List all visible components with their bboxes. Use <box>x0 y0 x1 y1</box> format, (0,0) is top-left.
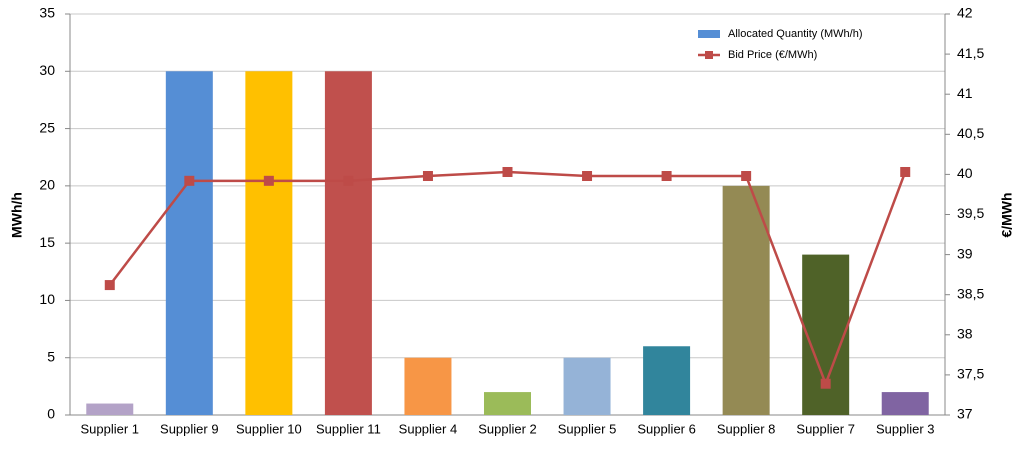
line-marker <box>661 171 672 182</box>
legend-label: Bid Price (€/MWh) <box>728 49 817 61</box>
x-tick-label: Supplier 2 <box>478 421 537 436</box>
legend-swatch <box>698 30 720 38</box>
line-marker <box>343 175 354 186</box>
line <box>108 170 907 388</box>
line-marker <box>741 171 752 182</box>
bar <box>245 71 293 416</box>
bar <box>86 403 134 415</box>
bar <box>165 71 213 416</box>
y-tick-label: 20 <box>39 177 55 193</box>
legend-label: Allocated Quantity (MWh/h) <box>728 28 863 40</box>
y2-tick-label: 37,5 <box>957 366 984 382</box>
x-tick-label: Supplier 7 <box>796 421 855 436</box>
line-marker <box>900 166 911 177</box>
x-tick-label: Supplier 10 <box>236 421 302 436</box>
line-marker <box>263 175 274 186</box>
x-tick-label: Supplier 5 <box>558 421 617 436</box>
line-marker <box>184 175 195 186</box>
y-tick-label: 15 <box>39 234 55 250</box>
bar <box>802 254 850 415</box>
x-tick-label: Supplier 8 <box>717 421 776 436</box>
y2-tick-label: 41 <box>957 85 973 101</box>
line-marker <box>104 280 115 291</box>
y2-tick-label: 39,5 <box>957 205 984 221</box>
x-tick-label: Supplier 3 <box>876 421 935 436</box>
legend-swatch <box>705 51 713 59</box>
x-tick-label: Supplier 11 <box>316 421 381 436</box>
x-tick-label: Supplier 1 <box>80 421 139 436</box>
bar <box>563 357 611 415</box>
bar <box>404 357 452 415</box>
y-tick-label: 0 <box>47 406 55 422</box>
line-marker <box>820 378 831 389</box>
y2-tick-label: 37 <box>957 406 973 422</box>
y2-tick-label: 41,5 <box>957 45 984 61</box>
bar <box>324 71 372 416</box>
y-axis-label: MWh/h <box>9 192 25 238</box>
y-tick-label: 35 <box>39 5 55 21</box>
y2-tick-label: 38,5 <box>957 285 984 301</box>
y-tick-label: 30 <box>39 62 55 78</box>
y-tick-label: 5 <box>47 348 55 364</box>
x-tick-label: Supplier 9 <box>160 421 219 436</box>
y2-tick-label: 40,5 <box>957 125 984 141</box>
y2-tick-label: 42 <box>957 5 973 21</box>
y2-axis-label: €/MWh <box>999 192 1015 237</box>
bar <box>643 346 691 415</box>
y-tick-label: 10 <box>39 291 55 307</box>
x-tick-label: Supplier 4 <box>399 421 458 436</box>
bar <box>722 185 770 415</box>
bar <box>881 392 929 415</box>
bar <box>484 392 531 415</box>
y2-tick-label: 40 <box>957 165 973 181</box>
y-tick-label: 25 <box>39 119 55 135</box>
line-marker <box>502 166 513 177</box>
line-marker <box>422 171 433 182</box>
y2-tick-label: 38 <box>957 326 973 342</box>
line-marker <box>582 171 593 182</box>
y2-tick-label: 39 <box>957 245 973 261</box>
x-tick-label: Supplier 6 <box>637 421 696 436</box>
